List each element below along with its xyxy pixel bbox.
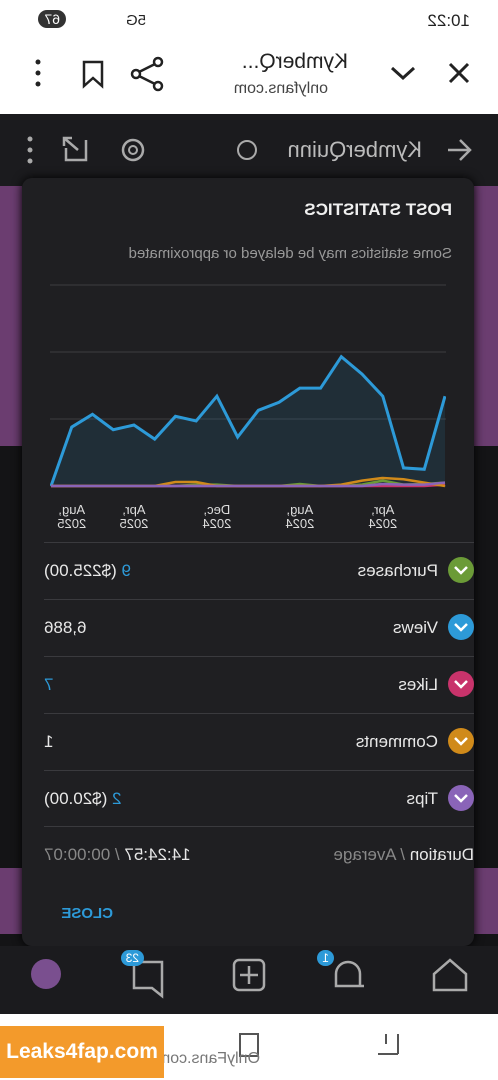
legend-icon	[448, 671, 474, 697]
legend-icon	[448, 728, 474, 754]
legend-label: Tips	[406, 789, 439, 808]
status-bar: 10:22 5G 67	[0, 0, 498, 42]
x-tick-label: Aug, 2024	[285, 502, 315, 531]
duration-row: Duration / Average 14:24:57 / 00:00:07	[44, 826, 474, 883]
x-tick-label: Dec, 2024	[202, 502, 232, 531]
average-label: Average	[333, 845, 397, 864]
stat-row: Purchases 9 ($225.00)	[44, 542, 474, 599]
stat-amount: ($225.00)	[44, 561, 117, 580]
stat-row: Views 6,886	[44, 599, 474, 656]
stat-count: 6,886	[44, 618, 87, 637]
nav-icons	[31, 958, 468, 999]
footer-site: OnlyFans.com	[156, 1050, 260, 1067]
stat-amount: ($20.00)	[44, 789, 108, 808]
legend-icon	[448, 785, 474, 811]
legend-label: Views	[392, 618, 438, 637]
stat-count: 7	[44, 675, 54, 694]
stat-row: Comments 1	[44, 713, 474, 770]
stat-value: 9 ($225.00)	[44, 561, 131, 581]
page-url: onlyfans.com	[233, 80, 328, 97]
legend-label: Likes	[398, 675, 438, 694]
browser-bar: KymberQ... onlyfans.com	[0, 42, 498, 115]
watermark: Leaks4fap.com	[0, 1026, 164, 1078]
duration-label: Duration	[409, 845, 474, 864]
notification-badge: 1	[317, 950, 334, 966]
stat-count: 9	[121, 561, 131, 580]
background-image	[474, 186, 498, 446]
legend-icon	[448, 614, 474, 640]
chart	[50, 284, 446, 488]
modal-subtitle: Some statistics may be delayed or approx…	[128, 245, 453, 262]
stat-count: 2	[112, 789, 122, 808]
system-icons	[239, 1033, 399, 1057]
stat-count: 1	[44, 732, 54, 751]
duration-value: 14:24:57	[124, 845, 191, 864]
bottom-nav: 1 23	[0, 946, 498, 1014]
stat-value: 1	[44, 732, 53, 752]
background-image	[0, 186, 22, 446]
system-bar: OnlyFans.com	[0, 1014, 498, 1080]
add-icon[interactable]	[232, 958, 266, 992]
network: 5G	[125, 12, 146, 29]
legend-label: Comments	[355, 732, 438, 751]
time: 10:22	[427, 11, 470, 30]
separator: /	[400, 845, 405, 864]
avatar[interactable]	[31, 959, 61, 989]
x-tick-label: Aug, 2025	[57, 502, 87, 531]
chat-icon[interactable]	[132, 960, 164, 999]
bell-icon[interactable]	[334, 960, 364, 988]
battery: 67	[38, 10, 66, 28]
header-icons	[27, 136, 472, 164]
stat-row: Tips 2 ($20.00)	[44, 770, 474, 827]
area	[51, 356, 445, 486]
legend-label: Purchases	[357, 561, 438, 580]
stat-value: 6,886	[44, 618, 87, 638]
stat-row: Likes 7	[44, 656, 474, 713]
modal-title: POST STATISTICS	[304, 200, 452, 219]
close-button[interactable]: CLOSE	[61, 905, 113, 922]
profile-name: KymberQuinn	[287, 137, 422, 162]
average-value: 00:00:07	[44, 845, 111, 864]
message-badge: 23	[120, 950, 144, 966]
series-line	[50, 354, 446, 487]
x-tick-label: Apr, 2025	[119, 502, 149, 531]
page-title: KymberQ...	[241, 50, 348, 73]
background-image	[474, 868, 498, 934]
series-line	[51, 481, 446, 488]
background-image	[0, 868, 22, 934]
x-tick-label: Apr, 2024	[368, 502, 398, 531]
separator: /	[114, 845, 120, 864]
home-icon[interactable]	[432, 958, 468, 992]
legend-icon	[448, 557, 474, 583]
browser-icons	[35, 56, 470, 92]
app-header: KymberQuinn	[0, 114, 498, 186]
stat-value: 7	[44, 675, 53, 695]
stat-value: 2 ($20.00)	[44, 789, 122, 809]
